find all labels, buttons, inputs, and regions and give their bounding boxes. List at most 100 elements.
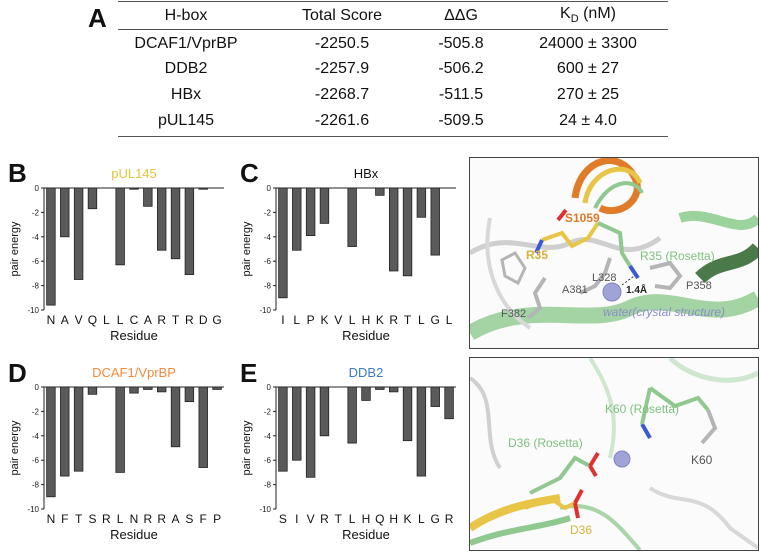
label-p358: P358 (686, 280, 712, 292)
label-l328: L328 (592, 272, 617, 284)
x-tick-label: R (102, 512, 111, 526)
x-tick-label: H (362, 313, 371, 327)
bar (292, 386, 302, 461)
bar (156, 187, 167, 251)
bar (402, 386, 413, 442)
table-cell: -2250.5 (314, 35, 370, 52)
bar (46, 187, 56, 306)
bar (87, 386, 98, 395)
bar (305, 187, 316, 236)
y-axis-label: pair energy (9, 420, 21, 476)
x-tick-label: T (335, 512, 343, 526)
bar (73, 386, 84, 472)
bar (361, 386, 371, 401)
y-tick-label: 0 (35, 184, 40, 193)
y-axis-label: pair energy (241, 420, 253, 476)
x-tick-label: D (199, 313, 208, 327)
y-tick-label: -6 (32, 257, 40, 266)
x-tick-label: Q (375, 512, 384, 526)
bar (347, 386, 357, 444)
x-tick-label: L (117, 313, 124, 327)
table-cell: DDB2 (164, 60, 208, 77)
x-tick-label: K (320, 313, 328, 327)
x-tick-label: S (88, 512, 96, 526)
x-tick-label: P (213, 512, 221, 526)
table-header-rule (118, 29, 668, 31)
bar (416, 187, 427, 218)
x-axis-label: Residue (110, 527, 158, 542)
label-water: water(crystal structure) (603, 305, 726, 319)
bar (388, 386, 399, 393)
bar (198, 386, 208, 468)
x-tick-label: R (144, 512, 153, 526)
bar (60, 187, 70, 238)
y-tick-label: 0 (267, 184, 272, 193)
x-tick-label: R (157, 313, 166, 327)
chart-title: DDB2 (349, 365, 384, 380)
x-tick-label: A (172, 512, 180, 526)
kd-unit: (nM) (578, 5, 616, 22)
chart-b-pul145: pUL145 0 -2 -4 -6 -8 -10 pair energy N A V Q L L C A R T R… (0, 158, 232, 358)
x-tick-label: G (431, 512, 440, 526)
y-tick-label: -8 (32, 481, 40, 490)
x-tick-label: N (130, 512, 139, 526)
x-tick-label: L (103, 313, 110, 327)
x-tick-label: A (61, 313, 69, 327)
bar (430, 187, 440, 256)
y-axis-label: pair energy (241, 221, 253, 277)
y-tick-label: -2 (264, 407, 272, 416)
x-tick-label: G (431, 313, 440, 327)
panel-label-a: A (88, 3, 107, 33)
structure-g-render (470, 358, 758, 550)
x-tick-label: C (130, 313, 139, 327)
x-axis-label: Residue (110, 328, 158, 343)
x-tick-label: H (362, 512, 371, 526)
x-tick-label: S (185, 512, 193, 526)
bar (444, 386, 454, 420)
x-tick-label: L (117, 512, 124, 526)
table-cell: 600 ± 27 (556, 60, 620, 77)
table-cell: -509.5 (438, 112, 484, 129)
bar (292, 187, 302, 251)
bar (115, 187, 125, 266)
y-tick-label: -10 (27, 306, 39, 315)
x-tick-label: L (349, 313, 356, 327)
bar (375, 187, 385, 196)
bar (278, 187, 288, 299)
label-r35-rosetta: R35 (Rosetta) (640, 249, 715, 263)
bar (87, 187, 98, 210)
panel-label-c: C (240, 158, 259, 188)
bar (156, 386, 167, 393)
bar (170, 386, 181, 448)
bar (73, 187, 84, 280)
label-k60: K60 (691, 453, 713, 467)
panel-label-e: E (240, 358, 258, 388)
bar (430, 386, 440, 407)
bar (402, 187, 413, 277)
table-cell: -2268.7 (314, 86, 370, 103)
x-tick-label: G (212, 313, 221, 327)
y-tick-label: -8 (32, 282, 40, 291)
table-header-hbox: H-box (164, 7, 208, 24)
table-cell: -505.8 (438, 35, 484, 52)
panel-label-d: D (8, 358, 27, 388)
x-tick-label: L (418, 313, 425, 327)
table-header-total-score: Total Score (301, 7, 383, 24)
y-tick-label: 0 (267, 383, 272, 392)
y-tick-label: -2 (264, 208, 272, 217)
kd-symbol: K (560, 5, 571, 22)
x-tick-label: Q (88, 313, 97, 327)
y-tick-label: -6 (264, 257, 272, 266)
x-tick-label: T (172, 313, 180, 327)
bar (212, 386, 222, 390)
y-tick-label: -10 (259, 505, 271, 514)
chart-title: pUL145 (111, 166, 157, 181)
label-s1059: S1059 (565, 211, 600, 225)
bar (115, 386, 125, 473)
x-axis-label: Residue (342, 328, 390, 343)
x-tick-label: A (144, 313, 152, 327)
x-tick-label: V (334, 313, 342, 327)
structure-f-render (470, 158, 758, 348)
